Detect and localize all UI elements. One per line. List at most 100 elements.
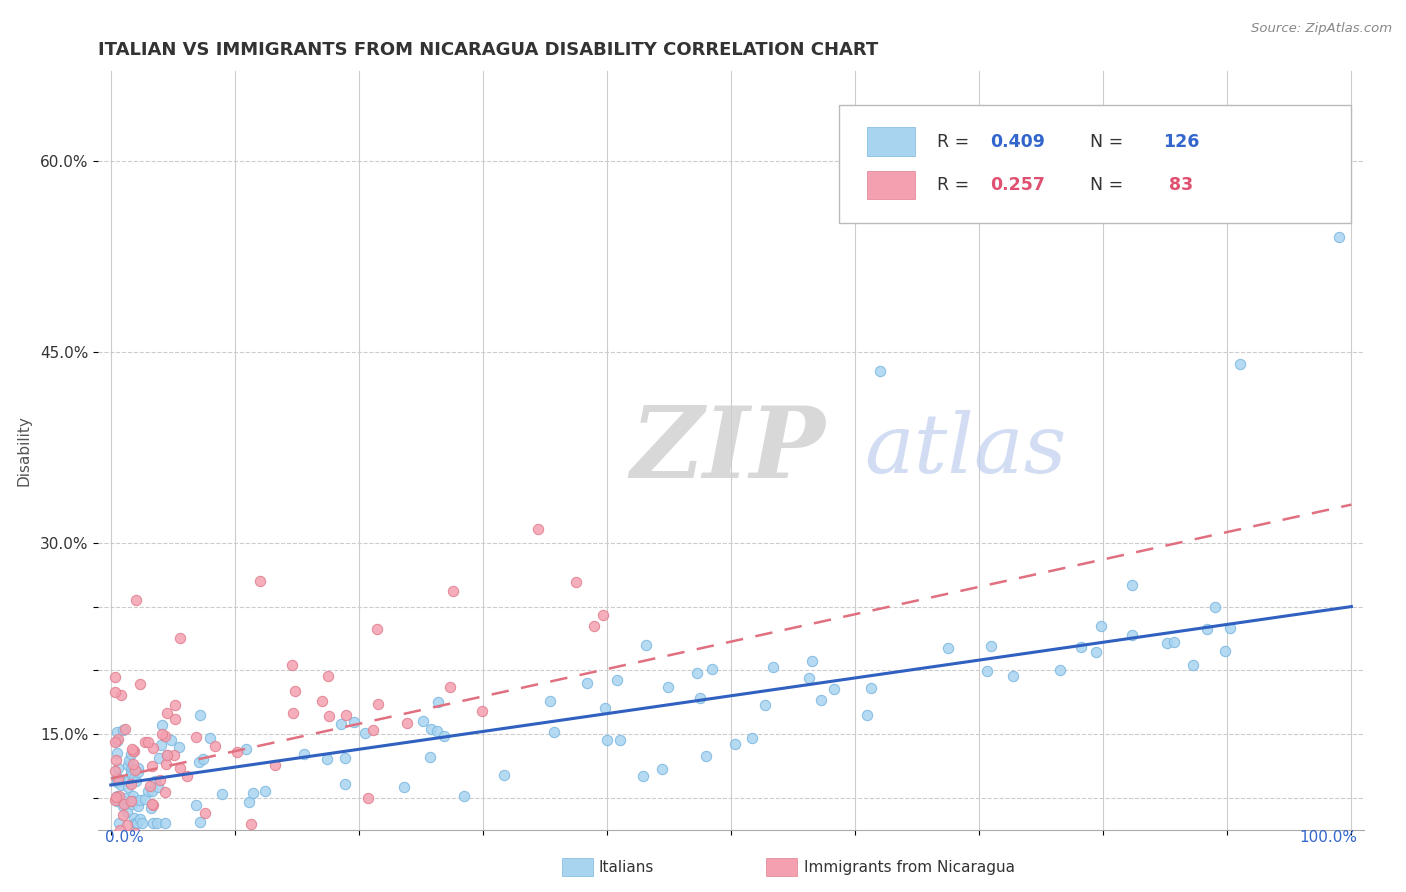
Point: [129, 812, 152, 826]
Point: [146, 780, 169, 794]
Point: [200, 731, 222, 745]
Text: R =: R =: [938, 133, 976, 151]
Point: [105, 794, 128, 808]
Point: [103, 829, 125, 843]
Point: [112, 723, 135, 737]
Point: [741, 731, 763, 746]
Point: [150, 739, 173, 753]
Point: [121, 768, 143, 782]
Point: [105, 746, 128, 760]
Point: [211, 787, 233, 801]
Point: [124, 812, 146, 826]
Point: [125, 816, 148, 830]
Text: Source: ZipAtlas.com: Source: ZipAtlas.com: [1251, 22, 1392, 36]
Text: atlas: atlas: [863, 410, 1066, 491]
Point: [110, 778, 132, 792]
Point: [146, 829, 169, 843]
Point: [538, 694, 561, 708]
Point: [1001, 669, 1024, 683]
FancyBboxPatch shape: [866, 128, 914, 156]
Point: [143, 773, 166, 788]
Point: [131, 815, 153, 830]
Point: [103, 764, 125, 779]
Point: [700, 662, 723, 676]
Point: [239, 817, 262, 831]
Point: [111, 799, 134, 814]
Point: [105, 734, 128, 748]
Point: [155, 706, 177, 720]
Point: [396, 716, 419, 731]
Point: [122, 789, 145, 803]
Point: [118, 753, 141, 767]
Point: [592, 607, 614, 622]
Point: [111, 792, 134, 806]
Point: [596, 733, 619, 747]
Point: [316, 669, 339, 683]
Point: [121, 794, 143, 808]
Point: [103, 735, 125, 749]
Point: [754, 698, 776, 712]
Point: [153, 785, 176, 799]
Point: [329, 717, 352, 731]
Point: [134, 792, 156, 806]
Point: [124, 593, 146, 607]
Point: [121, 757, 143, 772]
Point: [105, 789, 128, 803]
Text: ZIP: ZIP: [630, 402, 825, 499]
Point: [121, 797, 143, 811]
Point: [127, 764, 149, 779]
Point: [254, 784, 277, 798]
Point: [121, 742, 143, 756]
Point: [1090, 619, 1112, 633]
FancyBboxPatch shape: [838, 105, 1351, 223]
Point: [128, 793, 150, 807]
Point: [127, 761, 149, 775]
Point: [146, 816, 169, 830]
Point: [176, 768, 198, 782]
Point: [242, 786, 264, 800]
Point: [103, 685, 125, 699]
Point: [120, 829, 142, 843]
Point: [108, 823, 131, 838]
Text: 0.409: 0.409: [990, 133, 1046, 151]
Point: [188, 815, 211, 830]
Point: [122, 794, 145, 808]
Text: 0.0%: 0.0%: [104, 830, 143, 845]
Point: [335, 777, 357, 791]
Point: [142, 816, 165, 830]
Point: [120, 762, 142, 776]
Point: [149, 829, 172, 843]
Point: [155, 756, 177, 771]
Point: [105, 770, 128, 784]
Point: [163, 712, 186, 726]
Point: [188, 755, 211, 769]
Point: [108, 816, 131, 830]
Point: [976, 664, 998, 678]
Point: [543, 725, 565, 739]
Point: [188, 708, 211, 723]
Point: [124, 764, 146, 778]
Point: [142, 741, 165, 756]
Point: [191, 752, 214, 766]
Point: [103, 793, 125, 807]
Point: [1084, 645, 1107, 659]
Point: [609, 733, 631, 747]
Point: [420, 722, 443, 736]
Point: [120, 766, 142, 780]
Point: [105, 725, 128, 739]
Point: [335, 751, 357, 765]
Text: N =: N =: [1080, 176, 1129, 194]
Point: [194, 806, 217, 821]
Point: [141, 759, 163, 773]
Point: [235, 742, 257, 756]
Point: [419, 749, 441, 764]
Point: [136, 784, 159, 798]
Point: [139, 779, 162, 793]
Point: [810, 692, 832, 706]
Point: [1156, 635, 1178, 649]
Point: [453, 789, 475, 803]
Point: [160, 733, 183, 747]
Point: [150, 829, 173, 843]
Point: [1213, 644, 1236, 658]
Point: [860, 681, 883, 696]
